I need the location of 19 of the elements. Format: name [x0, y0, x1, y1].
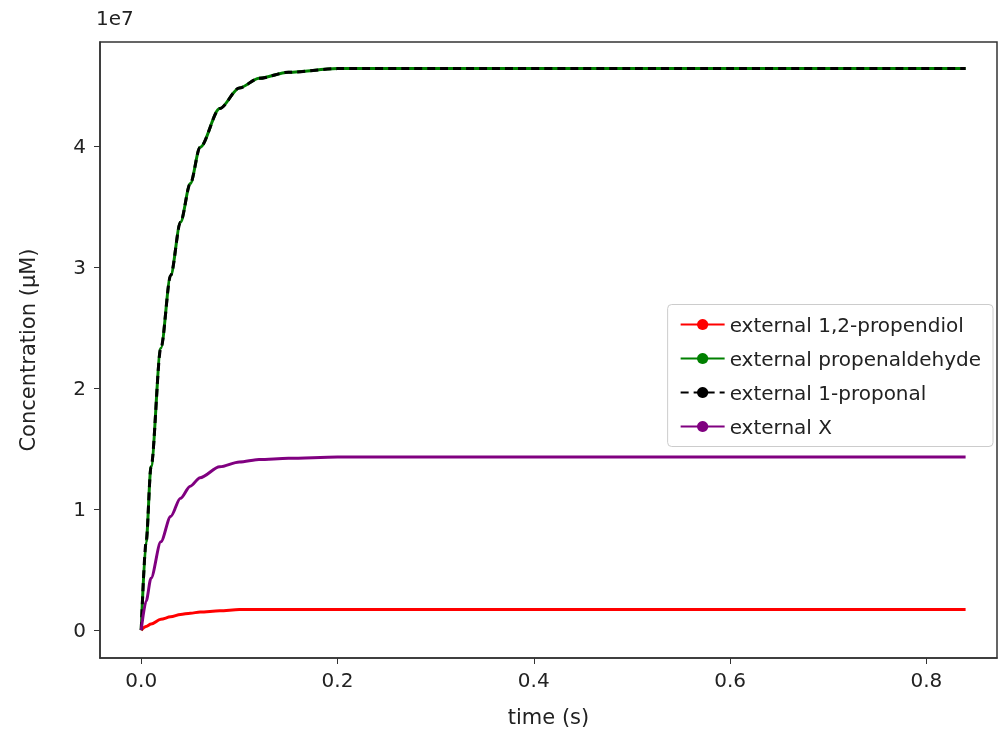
y-tick-label: 0: [73, 618, 86, 643]
line-series: [139, 455, 968, 632]
x-tick-label: 0.4: [517, 668, 550, 692]
x-tick-label: 0.6: [714, 668, 746, 692]
legend-label: external 1,2-propendiol: [729, 312, 964, 337]
x-tick-label: 0.0: [125, 668, 158, 692]
legend-label: external X: [729, 414, 833, 439]
y-tick-label: 1: [73, 497, 86, 522]
line-series: [139, 608, 968, 632]
x-tick-label: 0.8: [910, 668, 943, 692]
legend-label: external 1-proponal: [729, 380, 927, 405]
legend-label: external propenaldehyde: [729, 346, 982, 371]
y-tick-label: 4: [73, 134, 86, 159]
x-tick-label: 0.2: [321, 668, 354, 692]
y-tick-label: 2: [73, 376, 86, 401]
x-axis-title: time (s): [507, 704, 590, 729]
y-tick-label: 3: [73, 255, 86, 280]
text: 1e7: [96, 6, 134, 30]
y-axis-title: Concentration (μM): [15, 248, 40, 452]
